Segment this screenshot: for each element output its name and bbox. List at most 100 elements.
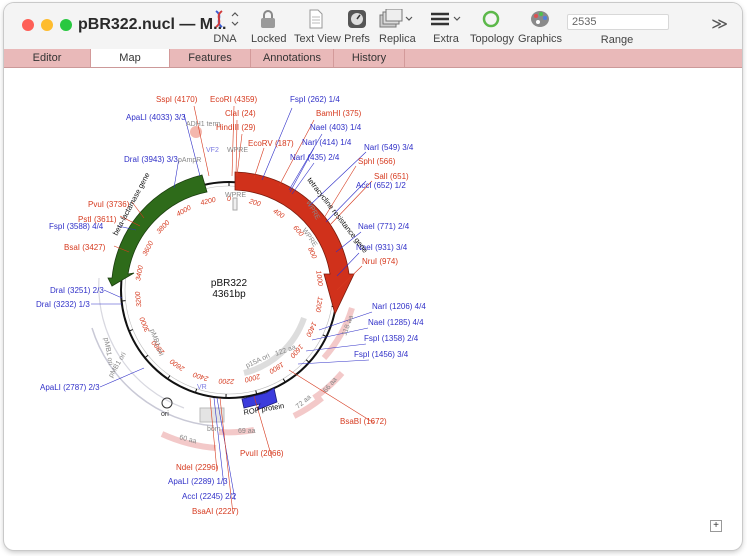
site-nari-435[interactable]: NarI (435) 2/4	[290, 153, 340, 162]
site-drai-3943[interactable]: DraI (3943) 3/3	[124, 155, 178, 164]
tick-mark	[255, 390, 258, 395]
site-fspi-3588[interactable]: FspI (3588) 4/4	[49, 222, 104, 231]
site-bsabi[interactable]: BsaBI (1672)	[340, 417, 387, 426]
feature-60-aa[interactable]: 60 aa	[178, 434, 197, 445]
replica-stack-icon	[379, 8, 415, 29]
site-naei-771[interactable]: NaeI (771) 2/4	[358, 222, 410, 231]
tick-label: 4000	[176, 205, 193, 219]
zoom-button[interactable]	[60, 19, 72, 31]
feature-vf2[interactable]: VF2	[206, 147, 219, 154]
site-acci-652[interactable]: AccI (652) 1/2	[356, 181, 406, 190]
aa60-band	[160, 431, 217, 451]
site-hindiii[interactable]: HindIII (29)	[216, 123, 256, 132]
ori-circle	[161, 397, 173, 409]
feature-pmb1-ori-a[interactable]: pMB1 ori	[102, 337, 114, 366]
extra-button[interactable]: Extra	[428, 9, 464, 45]
tick-label: 4200	[200, 197, 217, 207]
site-apali-2289[interactable]: ApaLI (2289) 1/3	[168, 477, 228, 486]
dna-button[interactable]: DNA	[210, 9, 240, 45]
site-sspi[interactable]: SspI (4170)	[156, 95, 198, 104]
circle-topology-icon	[470, 9, 512, 29]
site-psti[interactable]: PstI (3611)	[78, 215, 117, 224]
tick-label: 2200	[218, 377, 235, 384]
red-site-labels: SspI (4170) EcoRI (4359) ClaI (24) HindI…	[64, 95, 409, 516]
site-sphi[interactable]: SphI (566)	[358, 157, 396, 166]
prefs-button[interactable]: Prefs	[344, 9, 370, 45]
tab-history[interactable]: History	[334, 49, 405, 67]
site-drai-3251[interactable]: DraI (3251) 2/3	[50, 286, 104, 295]
blue-site-labels: FspI (262) 1/4 NaeI (403) 1/4 NarI (414)…	[36, 95, 426, 501]
feature-wpre-top[interactable]: WPRE	[227, 147, 248, 154]
site-ecorv[interactable]: EcoRV (187)	[248, 139, 294, 148]
tick-label: 3200	[135, 291, 144, 307]
tab-editor[interactable]: Editor	[4, 49, 91, 67]
beta-lactamase-arrow[interactable]	[107, 174, 208, 287]
aa66-band	[312, 371, 345, 401]
tab-annotations[interactable]: Annotations	[251, 49, 334, 67]
site-bamhi[interactable]: BamHI (375)	[316, 109, 362, 118]
aa72-band	[292, 395, 324, 419]
site-pvuii[interactable]: PvuII (2066)	[240, 449, 284, 458]
site-drai-3232[interactable]: DraI (3232) 1/3	[36, 300, 90, 309]
dna-helix-icon	[210, 9, 240, 29]
text-view-button[interactable]: Text View	[294, 9, 341, 45]
site-nari-1206[interactable]: NarI (1206) 4/4	[372, 302, 426, 311]
tab-map[interactable]: Map	[91, 49, 170, 67]
overflow-chevron-icon[interactable]: ≫	[711, 16, 728, 33]
feature-vr[interactable]: VR	[197, 384, 207, 391]
feature-69-aa[interactable]: 69 aa	[238, 428, 256, 435]
pmb1-ori-outer-arrow	[91, 327, 215, 427]
aa69-band	[218, 427, 255, 436]
graphics-button[interactable]: Graphics	[518, 9, 562, 45]
range-input[interactable]: 2535	[567, 14, 669, 30]
palette-icon	[518, 9, 562, 29]
rop-protein-arrow[interactable]	[241, 387, 278, 411]
site-naei-403[interactable]: NaeI (403) 1/4	[310, 123, 362, 132]
close-button[interactable]	[22, 19, 34, 31]
gauge-icon	[344, 9, 370, 29]
toolbar: pBR322.nucl — M... DNA Locked Text View …	[4, 3, 742, 50]
site-sali[interactable]: SalI (651)	[374, 172, 409, 181]
tick-label: 3400	[135, 265, 145, 282]
menu-lines-icon	[428, 9, 464, 29]
replica-button[interactable]: Replica	[379, 8, 416, 45]
site-clai[interactable]: ClaI (24)	[225, 109, 256, 118]
site-nari-549[interactable]: NarI (549) 3/4	[364, 143, 414, 152]
feature-wpre-inner[interactable]: WPRE	[225, 192, 246, 199]
feature-pampr[interactable]: pAmpR	[178, 157, 201, 164]
site-naei-1285[interactable]: NaeI (1285) 4/4	[368, 318, 424, 327]
site-naei-931[interactable]: NaeI (931) 3/4	[356, 243, 408, 252]
add-icon[interactable]: +	[710, 520, 722, 532]
site-acci-2245[interactable]: AccI (2245) 2/2	[182, 492, 237, 501]
feature-pmb1-ori-b[interactable]: pMB1 ori	[148, 328, 164, 357]
tetracycline-resistance-arrow[interactable]	[234, 171, 355, 316]
site-nari-414[interactable]: NarI (414) 1/4	[302, 138, 352, 147]
site-pvui[interactable]: PvuI (3736)	[88, 200, 130, 209]
tab-bar: Editor Map Features Annotations History	[4, 49, 742, 68]
site-bsaai[interactable]: BsaAI (2227)	[192, 507, 239, 516]
site-fspi-1456[interactable]: FspI (1456) 3/4	[354, 350, 409, 359]
site-ecori[interactable]: EcoRI (4359)	[210, 95, 257, 104]
tick-mark	[128, 329, 134, 332]
feature-66-aa[interactable]: 66 aa	[322, 376, 339, 394]
plasmid-map[interactable]: 0 200400600800100012001400160018002000220…	[4, 68, 742, 550]
tick-mark	[144, 354, 149, 359]
site-apali-2787[interactable]: ApaLI (2787) 2/3	[40, 383, 100, 392]
site-fspi-1358[interactable]: FspI (1358) 2/4	[364, 334, 419, 343]
feature-adh1-term[interactable]: ADH1 term	[186, 121, 221, 128]
site-fspi-262[interactable]: FspI (262) 1/4	[290, 95, 340, 104]
minimize-button[interactable]	[41, 19, 53, 31]
aa118-band	[321, 307, 355, 360]
tick-mark	[282, 378, 286, 383]
site-apali-4033[interactable]: ApaLI (4033) 3/3	[126, 113, 186, 122]
site-nrui[interactable]: NruI (974)	[362, 257, 398, 266]
tick-label: 800	[306, 246, 317, 260]
feature-ori[interactable]: ori	[161, 411, 169, 418]
feature-bom[interactable]: bom	[207, 426, 221, 433]
topology-button[interactable]: Topology	[470, 9, 514, 45]
tick-mark	[194, 388, 198, 393]
site-ndei[interactable]: NdeI (2296)	[176, 463, 219, 472]
tab-features[interactable]: Features	[170, 49, 251, 67]
locked-button[interactable]: Locked	[251, 9, 286, 45]
site-bsai[interactable]: BsaI (3427)	[64, 243, 106, 252]
